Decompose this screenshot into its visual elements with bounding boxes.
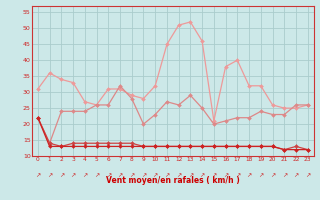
X-axis label: Vent moyen/en rafales ( km/h ): Vent moyen/en rafales ( km/h ) <box>106 176 240 185</box>
